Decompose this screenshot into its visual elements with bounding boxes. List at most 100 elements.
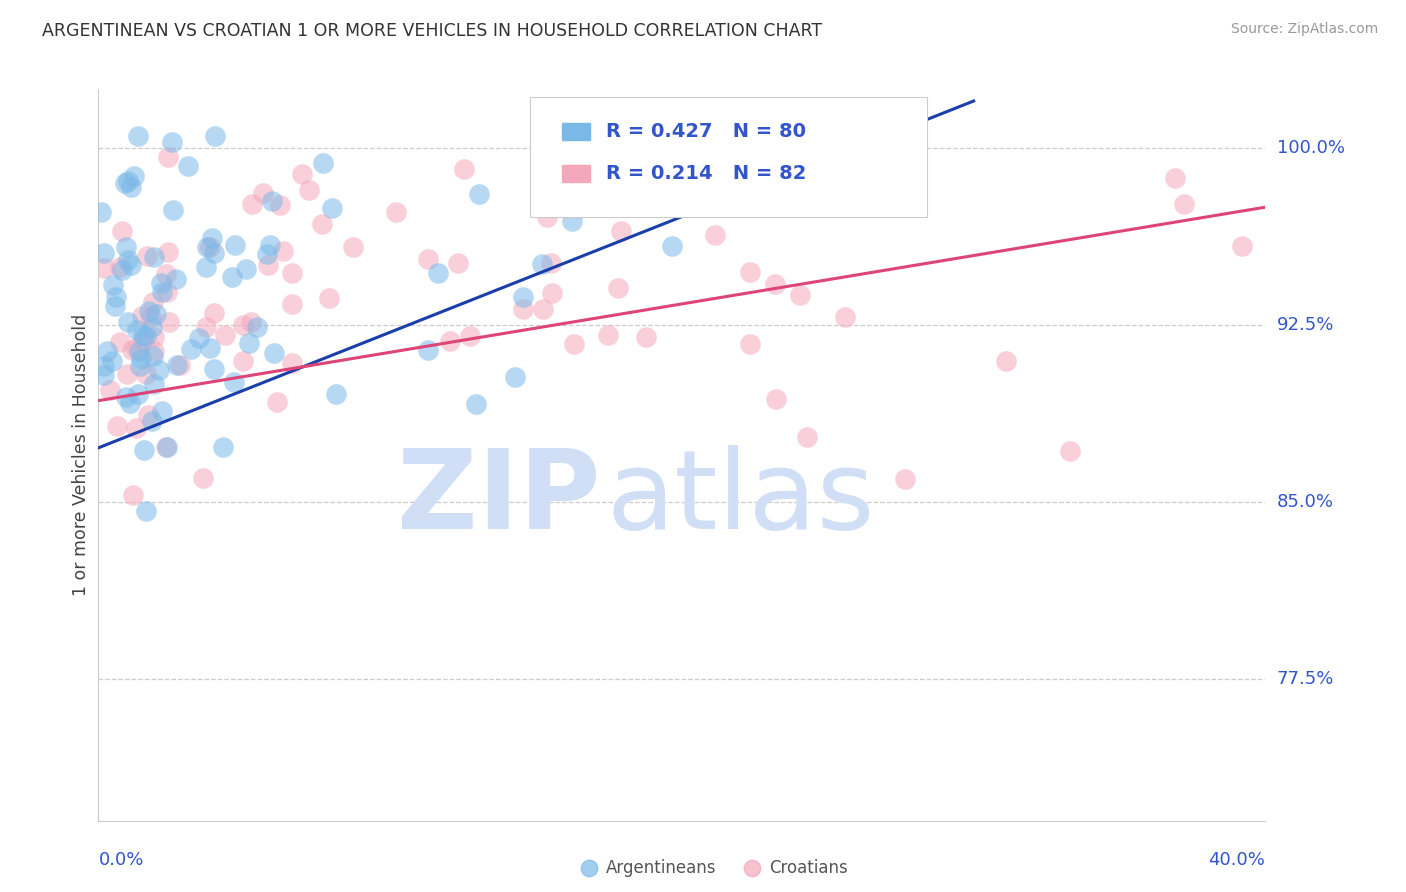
Point	[200, 341, 222, 355]
Point	[162, 136, 184, 150]
Point	[311, 217, 333, 231]
Point	[195, 260, 218, 275]
Text: R = 0.427   N = 80: R = 0.427 N = 80	[606, 122, 806, 141]
Point	[536, 210, 558, 224]
Point	[127, 129, 149, 144]
Point	[562, 168, 585, 182]
Point	[135, 367, 157, 381]
Point	[128, 343, 150, 358]
Point	[325, 387, 347, 401]
Point	[138, 304, 160, 318]
Point	[541, 285, 564, 300]
Point	[738, 337, 761, 351]
Point	[232, 353, 254, 368]
Point	[214, 328, 236, 343]
Point	[256, 247, 278, 261]
Point	[607, 281, 630, 295]
FancyBboxPatch shape	[562, 123, 589, 140]
Point	[235, 262, 257, 277]
Point	[142, 250, 165, 264]
Point	[318, 291, 340, 305]
Point	[194, 319, 217, 334]
Point	[204, 129, 226, 144]
Point	[1164, 170, 1187, 185]
Point	[142, 350, 165, 364]
Point	[159, 315, 181, 329]
Text: 77.5%: 77.5%	[1277, 670, 1334, 688]
Y-axis label: 1 or more Vehicles in Household: 1 or more Vehicles in Household	[72, 314, 90, 596]
Point	[150, 276, 173, 290]
Point	[531, 257, 554, 271]
Point	[540, 256, 562, 270]
Point	[115, 240, 138, 254]
Point	[93, 359, 115, 373]
Point	[127, 387, 149, 401]
Point	[135, 249, 157, 263]
Point	[271, 244, 294, 258]
Text: Croatians: Croatians	[769, 859, 848, 877]
Point	[564, 336, 586, 351]
Point	[512, 290, 534, 304]
Point	[548, 194, 571, 209]
Point	[165, 272, 187, 286]
Point	[104, 299, 127, 313]
Point	[202, 362, 225, 376]
Point	[93, 260, 115, 275]
Point	[150, 285, 173, 299]
Point	[156, 150, 179, 164]
Point	[202, 306, 225, 320]
Point	[796, 430, 818, 444]
Point	[132, 333, 155, 347]
Point	[789, 287, 811, 301]
Point	[740, 265, 762, 279]
Point	[1059, 444, 1081, 458]
Point	[117, 315, 139, 329]
Text: ZIP: ZIP	[396, 445, 600, 552]
Point	[453, 161, 475, 176]
Point	[93, 368, 115, 382]
Point	[661, 238, 683, 252]
Point	[148, 363, 170, 377]
Point	[150, 404, 173, 418]
Text: 92.5%: 92.5%	[1277, 316, 1334, 334]
Point	[114, 176, 136, 190]
Point	[155, 440, 177, 454]
Point	[139, 310, 162, 324]
Point	[114, 390, 136, 404]
Point	[110, 263, 132, 277]
Point	[96, 343, 118, 358]
Point	[994, 354, 1017, 368]
Point	[142, 295, 165, 310]
Point	[252, 186, 274, 200]
Point	[125, 341, 148, 355]
Point	[321, 201, 343, 215]
Point	[117, 252, 139, 267]
Point	[281, 357, 304, 371]
Point	[131, 309, 153, 323]
Point	[105, 290, 128, 304]
Point	[118, 396, 141, 410]
Point	[129, 359, 152, 373]
Point	[427, 266, 450, 280]
Point	[117, 174, 139, 188]
Point	[169, 359, 191, 373]
Point	[765, 392, 787, 407]
FancyBboxPatch shape	[530, 96, 927, 218]
Point	[298, 184, 321, 198]
Text: Source: ZipAtlas.com: Source: ZipAtlas.com	[1230, 22, 1378, 37]
Point	[202, 246, 225, 260]
Point	[136, 408, 159, 422]
Point	[240, 197, 263, 211]
Point	[834, 310, 856, 325]
Point	[503, 370, 526, 384]
Point	[262, 194, 284, 208]
Point	[894, 472, 917, 486]
Point	[266, 395, 288, 409]
Point	[263, 346, 285, 360]
Point	[239, 315, 262, 329]
Point	[100, 383, 122, 397]
Point	[281, 266, 304, 280]
Point	[166, 358, 188, 372]
Point	[110, 335, 132, 350]
Point	[101, 277, 124, 292]
